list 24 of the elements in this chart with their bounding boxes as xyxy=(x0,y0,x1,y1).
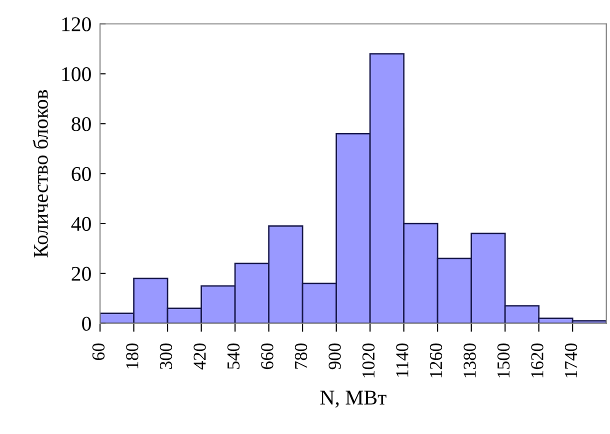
x-tick-label: 540 xyxy=(227,343,240,369)
x-tick-label: 1020 xyxy=(362,343,375,378)
x-tick-label: 660 xyxy=(261,343,274,370)
y-tick-label: 120 xyxy=(62,17,91,32)
y-tick-label: 0 xyxy=(82,316,91,331)
x-tick-label: 1380 xyxy=(464,343,476,378)
x-tick-label: 60 xyxy=(92,343,105,360)
x-tick-label: 180 xyxy=(126,343,138,368)
x-tick-label: 420 xyxy=(194,343,206,370)
y-axis-title: Количество блоков xyxy=(32,90,48,258)
x-tick-label: 1740 xyxy=(564,343,578,378)
y-tick-label: 60 xyxy=(72,166,91,182)
y-tick-label: 20 xyxy=(72,266,91,281)
y-tick-label: 80 xyxy=(72,117,91,132)
x-tick-label: 1140 xyxy=(396,343,408,377)
y-tick-label: 40 xyxy=(71,216,91,231)
x-tick-label: 900 xyxy=(328,343,341,370)
x-tick-label: 1500 xyxy=(497,343,510,378)
x-tick-label: 780 xyxy=(294,343,308,369)
x-tick-label: 1260 xyxy=(430,343,442,378)
x-tick-label: 1620 xyxy=(531,343,544,378)
x-axis-title: N, МВт xyxy=(320,390,386,408)
x-tick-label: 300 xyxy=(160,343,172,369)
y-tick-label: 100 xyxy=(62,67,91,82)
